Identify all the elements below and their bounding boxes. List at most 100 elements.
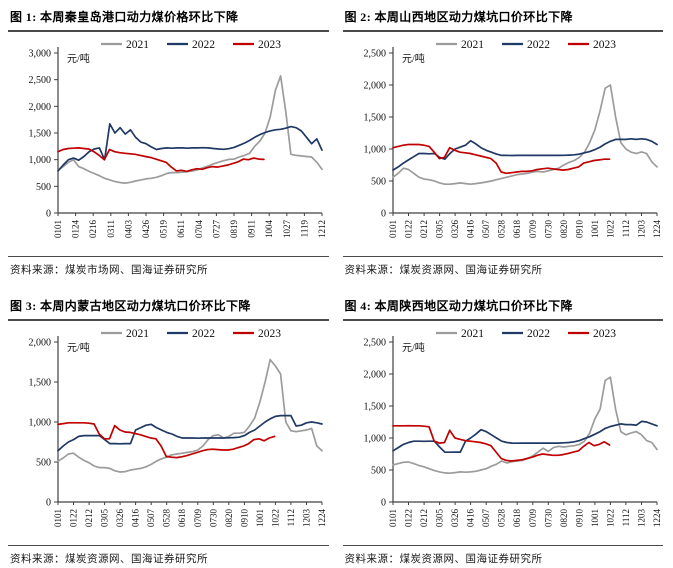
x-tick-label: 0122 — [403, 220, 413, 238]
legend-label-2022: 2022 — [192, 328, 215, 340]
x-tick-label: 1004 — [264, 220, 274, 239]
title-divider — [342, 319, 663, 321]
shanxi-pithead-price-chart: 0 500 1,000 1,500 2,000 2,500 元/吨 0101 0122 0212 0… — [343, 32, 664, 255]
data-source: 资料来源：煤炭市场网、国海证券研究所 — [8, 257, 329, 279]
figure-panel-2: 图 2: 本周山西地区动力煤坑口价环比下降 0 500 1,000 1,500 2,00… — [342, 4, 664, 279]
x-tick-label: 0212 — [84, 509, 94, 527]
x-tick-label: 0305 — [434, 509, 444, 528]
x-tick-label: 0618 — [177, 509, 187, 528]
x-tick-label: 0122 — [403, 509, 413, 527]
y-tick-label: 1,500 — [363, 113, 386, 124]
x-tick-label: 0212 — [419, 220, 429, 238]
source-text: 煤炭资源网、国海证券研究所 — [399, 554, 543, 565]
source-label: 资料来源： — [344, 265, 400, 276]
y-tick-label: 1,500 — [363, 402, 386, 413]
legend-label-2021: 2021 — [126, 39, 149, 51]
x-tick-label: 0101 — [53, 220, 63, 238]
x-tick-label: 0910 — [239, 509, 249, 528]
x-tick-label: 0101 — [53, 509, 63, 527]
x-tick-label: 0122 — [69, 509, 79, 527]
series-line-2021 — [391, 84, 658, 186]
x-tick-label: 0416 — [131, 509, 141, 528]
y-tick-label: 1,500 — [29, 129, 52, 140]
x-tick-label: 0426 — [141, 220, 151, 239]
x-tick-label: 0820 — [224, 509, 234, 528]
x-tick-label: 1112 — [286, 509, 296, 526]
x-tick-label: 0416 — [465, 220, 475, 239]
x-tick-label: 1203 — [636, 220, 646, 239]
legend-label-2023: 2023 — [593, 328, 616, 340]
y-tick-label: 1,000 — [29, 418, 52, 429]
y-tick-label: 500 — [371, 466, 386, 477]
figure-3-title: 图 3: 本周内蒙古地区动力煤坑口价环比下降 — [10, 299, 251, 313]
y-tick-label: 1,000 — [363, 434, 386, 445]
x-tick-label: 0507 — [146, 509, 156, 528]
x-tick-label: 0709 — [193, 509, 203, 528]
y-tick-label: 500 — [36, 182, 51, 193]
y-tick-label: 0 — [381, 498, 386, 509]
series-line-2023 — [391, 424, 610, 462]
x-tick-label: 0212 — [419, 509, 429, 527]
data-source: 资料来源：煤炭资源网、国海证券研究所 — [343, 257, 664, 279]
y-tick-label: 2,000 — [29, 338, 52, 349]
x-tick-label: 0326 — [450, 220, 460, 239]
y-tick-label: 1,000 — [363, 145, 386, 156]
x-tick-label: 0611 — [176, 220, 186, 238]
title-divider — [8, 319, 329, 321]
y-tick-label: 2,000 — [363, 370, 386, 381]
x-tick-label: 0709 — [527, 220, 537, 239]
x-tick-label: 0618 — [512, 509, 522, 528]
x-tick-label: 1203 — [636, 509, 646, 528]
x-tick-label: 0403 — [123, 220, 133, 239]
source-divider — [342, 256, 663, 257]
source-text: 煤炭资源网、国海证券研究所 — [399, 265, 543, 276]
y-tick-label: 500 — [36, 458, 51, 469]
x-tick-label: 0820 — [558, 220, 568, 239]
y-tick-label: 1,500 — [29, 378, 52, 389]
x-tick-label: 0704 — [194, 220, 204, 239]
x-tick-label: 1203 — [302, 509, 312, 528]
y-tick-label: 0 — [46, 209, 51, 220]
x-tick-label: 0910 — [574, 220, 584, 239]
series-line-2023 — [57, 421, 276, 459]
figure-1-title: 图 1: 本周秦皇岛港口动力煤价格环比下降 — [10, 10, 239, 24]
y-tick-label: 2,500 — [29, 75, 52, 86]
series-line-2022 — [391, 420, 658, 454]
y-tick-label: 3,000 — [29, 49, 52, 60]
y-tick-label: 2,000 — [363, 81, 386, 92]
source-text: 煤炭资源网、国海证券研究所 — [65, 554, 208, 565]
series-line-2021 — [57, 75, 323, 184]
source-divider — [342, 545, 663, 546]
y-tick-label: 0 — [46, 498, 51, 509]
source-label: 资料来源： — [10, 554, 65, 565]
x-tick-label: 1212 — [317, 220, 327, 238]
figure-panel-4: 图 4: 本周陕西地区动力煤坑口价环比下降 0 500 1,000 1,500 2,00… — [342, 293, 664, 568]
legend-label-2022: 2022 — [192, 39, 215, 51]
shaanxi-pithead-price-chart: 0 500 1,000 1,500 2,000 2,500 元/吨 0101 0122 0212 0… — [343, 321, 664, 544]
title-divider — [342, 30, 663, 32]
x-tick-label: 0326 — [115, 509, 125, 528]
x-tick-label: 1001 — [255, 509, 265, 527]
series-line-2022 — [391, 137, 658, 171]
x-tick-label: 0911 — [247, 220, 257, 238]
y-unit-label: 元/吨 — [67, 52, 90, 65]
x-tick-label: 1022 — [605, 509, 615, 527]
source-label: 资料来源： — [344, 554, 400, 565]
line-chart-svg: 0 500 1,000 1,500 2,000 2,500 元/吨 0101 0122 0212 0… — [363, 328, 662, 528]
legend-label-2021: 2021 — [461, 39, 484, 51]
x-tick-label: 1119 — [299, 220, 309, 238]
y-tick-label: 2,500 — [363, 338, 386, 349]
figure-4-title: 图 4: 本周陕西地区动力煤坑口价环比下降 — [344, 299, 573, 313]
series-line-2022 — [57, 123, 323, 172]
x-tick-label: 0730 — [543, 509, 553, 528]
series-line-2021 — [57, 358, 323, 473]
legend-label-2023: 2023 — [258, 39, 281, 51]
x-tick-label: 0305 — [434, 220, 444, 239]
x-tick-label: 0820 — [558, 509, 568, 528]
x-tick-label: 0730 — [543, 220, 553, 239]
qinhuangdao-port-price-chart: 0 500 1,000 1,500 2,000 2,500 3,000 元/吨 0101 0124… — [8, 32, 329, 255]
line-chart-svg: 0 500 1,000 1,500 2,000 元/吨 0101 0122 0212 0305 03… — [29, 328, 328, 528]
x-tick-label: 0618 — [512, 220, 522, 239]
series-line-2022 — [57, 414, 323, 452]
